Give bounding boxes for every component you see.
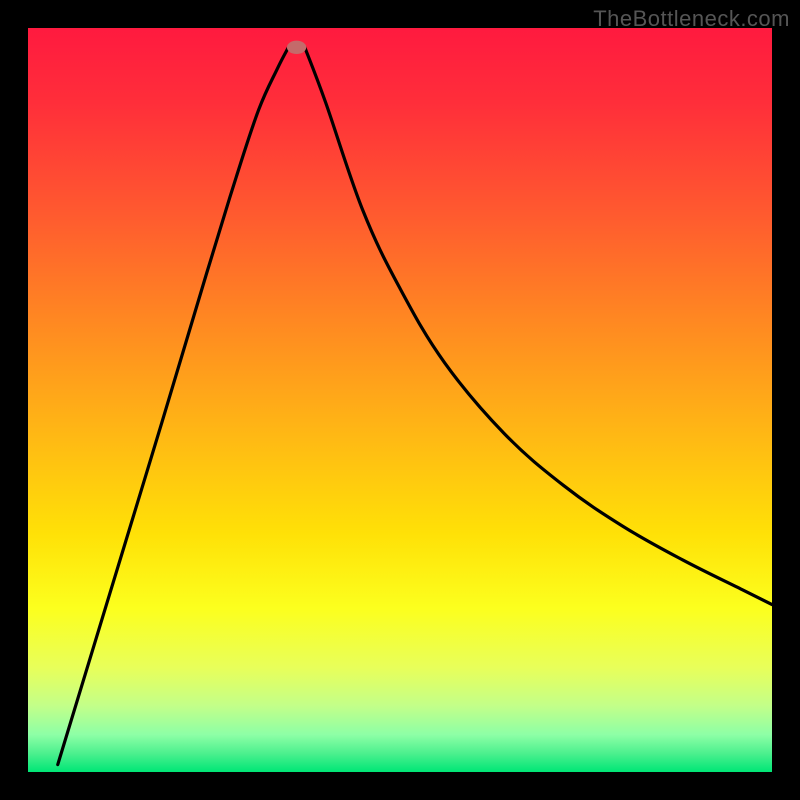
curve-apex-marker [287, 41, 306, 54]
chart-background-gradient [28, 28, 772, 772]
bottleneck-chart [0, 0, 800, 800]
watermark-text: TheBottleneck.com [593, 6, 790, 32]
